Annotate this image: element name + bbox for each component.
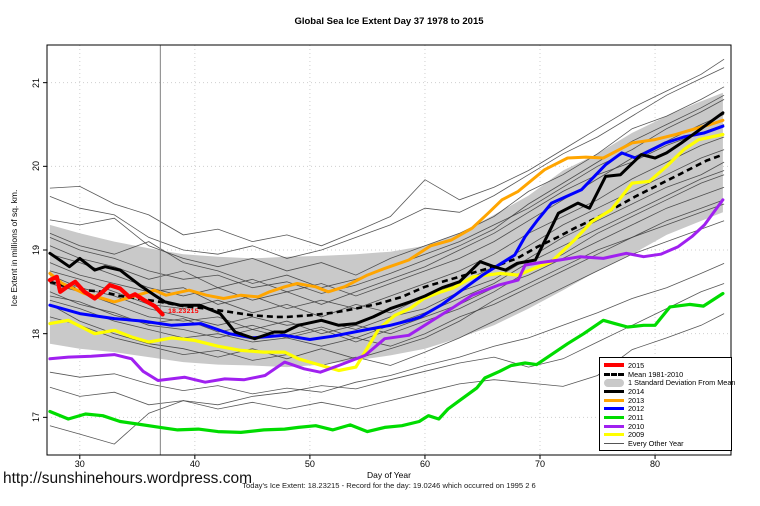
- current-value-annotation: 18.23215: [168, 308, 199, 316]
- legend-item: 2011: [604, 413, 728, 422]
- x-axis-title: Day of Year: [367, 470, 411, 480]
- x-tick-label: 40: [189, 459, 200, 469]
- legend-item: 2014: [604, 387, 728, 396]
- legend-label: 2012: [628, 404, 645, 414]
- legend-item: 2013: [604, 396, 728, 405]
- y-axis-title: Ice Extent in millions of sq. km.: [9, 189, 19, 307]
- legend-label: 1 Standard Deviation From Mean: [628, 378, 736, 388]
- legend-swatch-line: [604, 398, 628, 402]
- year-line-2012: [48, 124, 725, 341]
- legend-swatch-line: [604, 415, 628, 419]
- x-tick-label: 50: [304, 459, 315, 469]
- legend-swatch-line: [604, 389, 628, 393]
- legend-label: 2013: [628, 395, 645, 405]
- legend-label: 2010: [628, 421, 645, 431]
- legend-swatch-line: [604, 407, 628, 411]
- legend-item: 1 Standard Deviation From Mean: [604, 378, 735, 387]
- year-line-2014: [48, 111, 725, 341]
- y-tick-label: 18: [31, 328, 41, 339]
- x-tick-label: 70: [534, 459, 545, 469]
- legend-label: Mean 1981-2010: [628, 369, 684, 379]
- chart-title: Global Sea Ice Extent Day 37 1978 to 201…: [294, 16, 484, 27]
- legend-swatch-line: [604, 424, 628, 428]
- y-tick-label: 20: [31, 161, 41, 172]
- legend-label: 2014: [628, 386, 645, 396]
- legend-swatch-dashed: [604, 372, 628, 376]
- year-line-2010: [48, 198, 725, 384]
- legend-label: 2011: [628, 412, 644, 422]
- year-line-2009: [48, 132, 725, 373]
- watermark-url[interactable]: http://sunshinehours.wordpress.com: [3, 470, 252, 487]
- y-tick-label: 21: [31, 77, 41, 88]
- legend-label: 2015: [628, 360, 645, 370]
- footnote-record-text: Today's Ice Extent: 18.23215 - Record fo…: [242, 481, 536, 490]
- legend-item: Every Other Year: [604, 439, 728, 448]
- year-line-2013: [48, 118, 725, 304]
- legend-swatch-line: [604, 433, 628, 437]
- year-line-2015: [47, 274, 165, 317]
- legend-swatch-thick: [604, 363, 628, 368]
- x-tick-label: 80: [650, 459, 661, 469]
- y-tick-label: 17: [31, 412, 41, 423]
- year-line-2011: [48, 291, 725, 434]
- legend-item: 2009: [604, 430, 728, 440]
- legend-item: Mean 1981-2010: [604, 370, 728, 379]
- legend-item: 2012: [604, 404, 728, 413]
- mean-line: [49, 153, 724, 319]
- legend-box: 2015 Mean 1981-2010 1 Standard Deviation F…: [599, 357, 735, 451]
- x-tick-label: 30: [74, 459, 85, 469]
- legend-item: 2015: [604, 361, 728, 370]
- legend-label: 2009: [628, 430, 645, 440]
- legend-swatch-thin: [604, 443, 628, 445]
- legend-swatch-band: [604, 378, 628, 387]
- x-tick-label: 60: [419, 459, 430, 469]
- legend-label: Every Other Year: [628, 439, 684, 449]
- y-tick-label: 19: [31, 245, 41, 256]
- legend-item: 2010: [604, 422, 728, 431]
